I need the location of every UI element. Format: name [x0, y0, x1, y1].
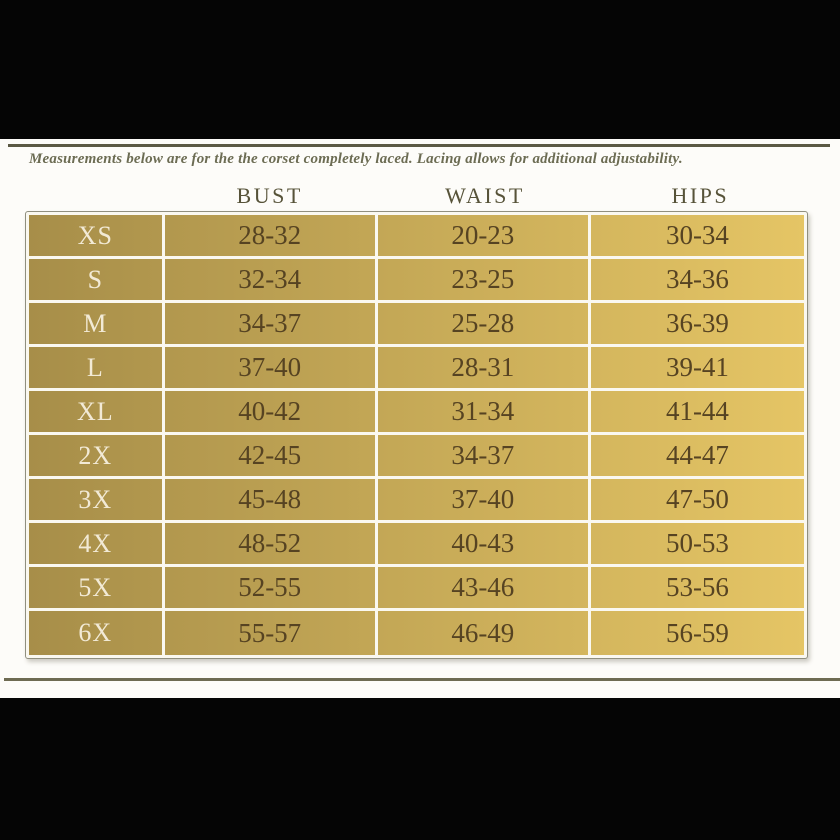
- size-cell-4X: 4X: [29, 523, 165, 567]
- bust-cell-XS: 28-32: [164, 215, 378, 259]
- waist-cell-M: 25-28: [377, 303, 591, 347]
- hips-cell-3X: 47-50: [590, 479, 804, 523]
- waist-cell-XS: 20-23: [377, 215, 591, 259]
- size-column-spacer: [25, 182, 162, 209]
- size-cell-L: L: [29, 347, 165, 391]
- waist-cell-L: 28-31: [377, 347, 591, 391]
- bust-cell-S: 32-34: [164, 259, 378, 303]
- bust-cell-XL: 40-42: [164, 391, 378, 435]
- column-header-hips: HIPS: [671, 183, 730, 208]
- size-cell-6X: 6X: [29, 611, 165, 655]
- size-cell-S: S: [29, 259, 165, 303]
- size-cell-2X: 2X: [29, 435, 165, 479]
- waist-cell-6X: 46-49: [378, 611, 591, 655]
- bottom-divider-line: [4, 678, 840, 681]
- hips-cell-XL: 41-44: [590, 391, 804, 435]
- bust-cell-4X: 48-52: [164, 523, 378, 567]
- waist-cell-S: 23-25: [377, 259, 591, 303]
- hips-cell-4X: 50-53: [590, 523, 804, 567]
- size-cell-XL: XL: [29, 391, 165, 435]
- bust-cell-L: 37-40: [164, 347, 378, 391]
- size-cell-XS: XS: [29, 215, 165, 259]
- hips-cell-2X: 44-47: [590, 435, 804, 479]
- measurement-note: Measurements below are for the the corse…: [29, 151, 683, 167]
- size-cell-5X: 5X: [29, 567, 165, 611]
- bust-cell-2X: 42-45: [164, 435, 378, 479]
- waist-cell-4X: 40-43: [377, 523, 591, 567]
- column-header-waist: WAIST: [445, 183, 525, 208]
- top-divider-line: [8, 144, 830, 147]
- column-headers: BUST WAIST HIPS: [25, 182, 808, 209]
- size-table: XS 28-32 20-23 30-34 S 32-34 23-25 34-36 M 34-37 2…: [25, 211, 808, 659]
- bust-cell-M: 34-37: [164, 303, 378, 347]
- waist-cell-5X: 43-46: [377, 567, 591, 611]
- hips-cell-6X: 56-59: [665, 617, 729, 648]
- bottom-letterbox-bar: [0, 698, 840, 840]
- size-cell-M: M: [29, 303, 165, 347]
- hips-cell-5X: 53-56: [590, 567, 804, 611]
- size-cell-3X: 3X: [29, 479, 165, 523]
- top-letterbox-bar: [0, 0, 840, 139]
- hips-cell-M: 36-39: [590, 303, 804, 347]
- bust-cell-5X: 52-55: [164, 567, 378, 611]
- waist-cell-XL: 31-34: [377, 391, 591, 435]
- waist-cell-3X: 37-40: [377, 479, 591, 523]
- waist-cell-2X: 34-37: [377, 435, 591, 479]
- size-table-grid: XS 28-32 20-23 30-34 S 32-34 23-25 34-36 M 34-37 2…: [29, 215, 804, 655]
- column-header-bust: BUST: [236, 183, 303, 208]
- hips-cell-S: 34-36: [590, 259, 804, 303]
- hips-cell-XS: 30-34: [590, 215, 804, 259]
- bust-cell-3X: 45-48: [164, 479, 378, 523]
- hips-cell-L: 39-41: [590, 347, 804, 391]
- bust-cell-6X: 55-57: [165, 611, 378, 655]
